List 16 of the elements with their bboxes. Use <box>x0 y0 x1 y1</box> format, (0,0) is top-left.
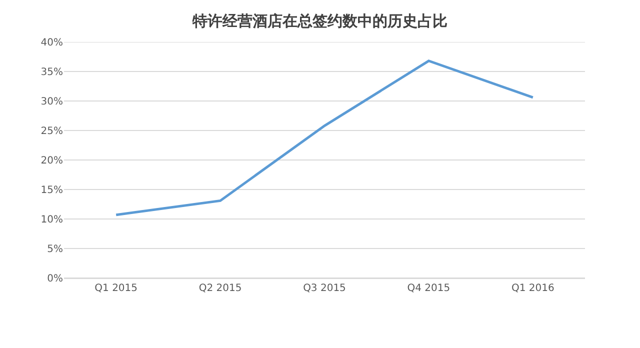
x-tick-label: Q3 2015 <box>303 283 346 294</box>
y-tick-label: 30% <box>40 96 63 108</box>
y-tick-label: 5% <box>47 244 63 255</box>
chart-title: 特许经营酒店在总签约数中的历史占比 <box>192 12 448 30</box>
y-tick-label: 40% <box>40 38 63 48</box>
x-tick-label: Q1 2015 <box>94 283 138 294</box>
y-tick-label: 25% <box>40 126 63 137</box>
y-tick-label: 15% <box>40 185 63 196</box>
y-tick-label: 10% <box>40 214 63 226</box>
y-tick-label: 20% <box>40 156 63 166</box>
y-tick-label: 0% <box>47 274 63 284</box>
x-tick-label: Q1 2016 <box>511 283 554 294</box>
line-series <box>114 60 534 216</box>
x-tick-label: Q4 2015 <box>407 283 450 294</box>
y-tick-label: 35% <box>40 67 63 78</box>
x-tick-label: Q2 2015 <box>198 283 242 294</box>
